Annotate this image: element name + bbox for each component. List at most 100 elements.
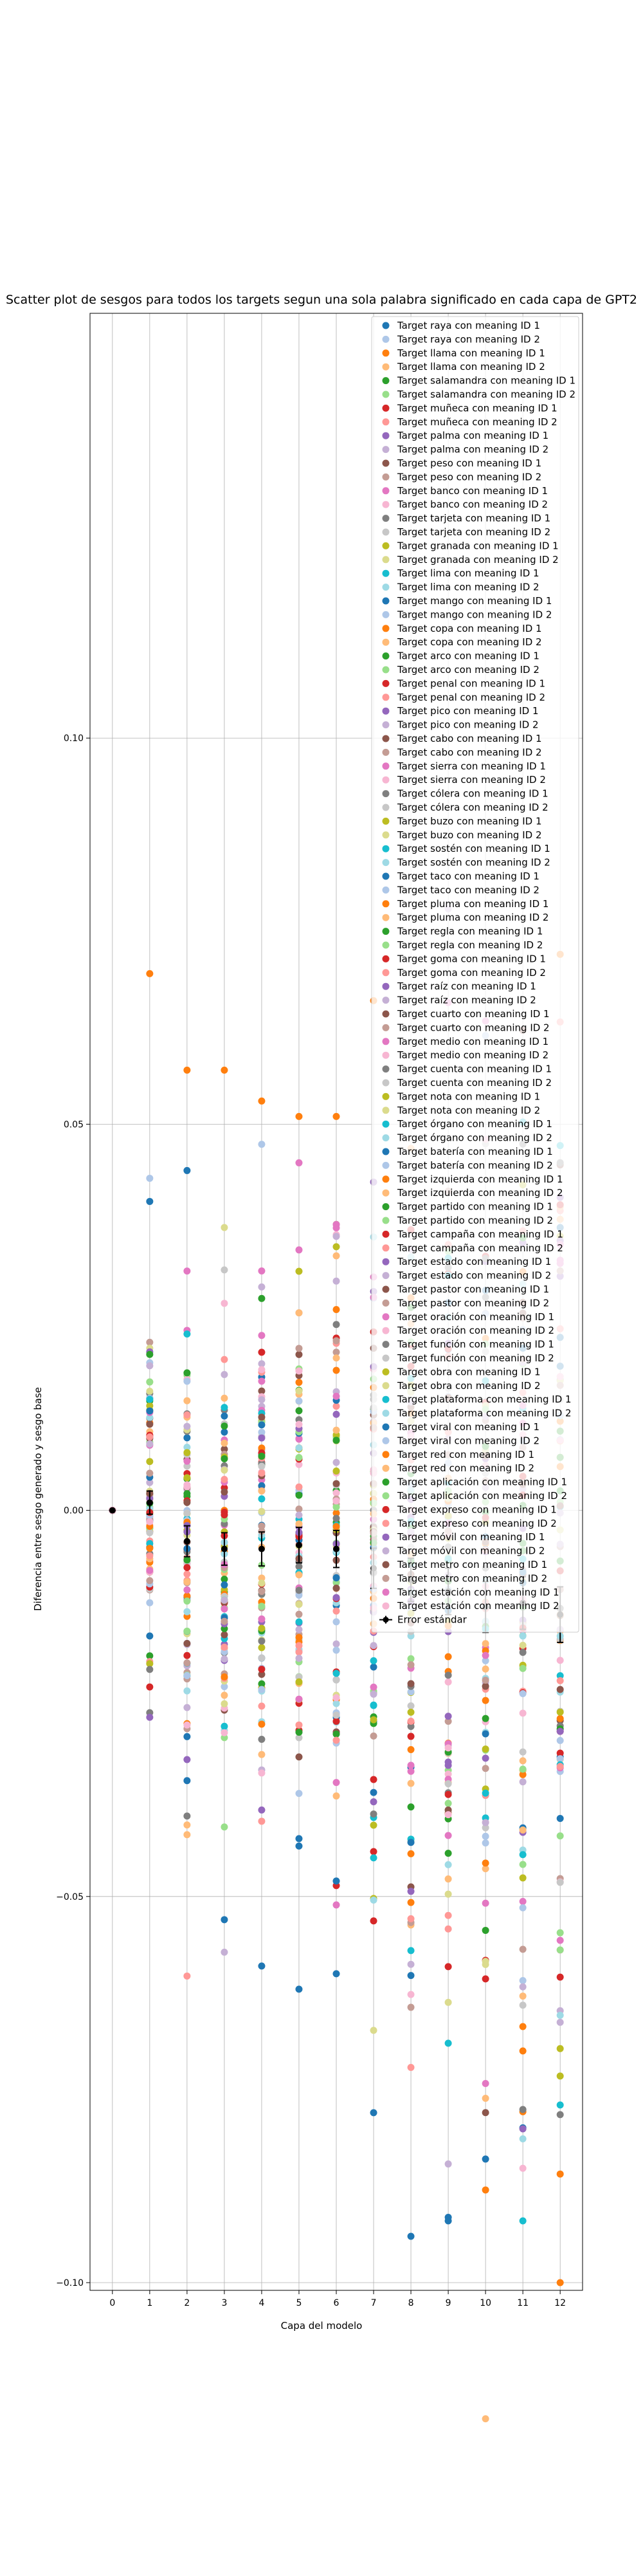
target-point [221,1511,228,1519]
target-point [444,1861,452,1868]
target-point [332,1437,340,1444]
outlier-point [556,2279,564,2286]
target-point [221,1631,228,1639]
legend-item: Target nota con meaning ID 1 [382,1090,540,1102]
target-point [556,1929,564,1937]
legend-item: Target estación con meaning ID 2 [382,1600,559,1612]
target-point [258,1735,266,1743]
target-point [258,1603,266,1610]
legend-item: Target sostén con meaning ID 2 [382,857,550,869]
outlier-point [332,1112,340,1120]
target-point [258,1671,266,1679]
target-point [482,1730,489,1738]
target-point [519,1648,527,1656]
target-point [258,1720,266,1728]
target-point [258,1769,266,1777]
target-point [332,1579,340,1587]
legend-box [371,316,579,1633]
target-point [146,1440,154,1448]
target-point [258,1624,266,1632]
target-point [444,1713,452,1720]
target-point [332,1640,340,1648]
target-point [146,1402,154,1410]
x-tick-label: 4 [258,2298,264,2308]
legend-marker [382,322,390,329]
legend-marker [382,556,390,564]
outlier-point [519,2047,527,2055]
legend-label: Target oración con meaning ID 1 [397,1311,554,1323]
legend-marker [382,914,390,921]
legend-item: Target plataforma con meaning ID 2 [382,1408,572,1419]
legend-item: Target lima con meaning ID 1 [382,567,539,579]
legend-item: Target batería con meaning ID 1 [382,1146,553,1157]
outlier-point [370,1854,377,1862]
legend-item: Target arco con meaning ID 1 [382,650,539,662]
target-point [295,1753,303,1761]
target-point [258,1462,266,1470]
legend-label: Target penal con meaning ID 1 [397,677,545,689]
outlier-point [295,1112,303,1120]
legend-item: Target tarjeta con meaning ID 2 [382,526,550,538]
target-point [295,1345,303,1352]
legend-item: Target obra con meaning ID 2 [382,1380,541,1392]
x-tick-label: 10 [480,2298,491,2308]
outlier-point [221,1066,228,1074]
target-point [332,1306,340,1314]
legend-label: Target medio con meaning ID 2 [397,1049,548,1061]
legend-label: Target metro con meaning ID 1 [397,1559,547,1570]
target-point [556,1736,564,1744]
target-point [295,1435,303,1443]
legend-marker [382,900,390,908]
target-point [444,1850,452,1857]
target-point [556,1727,564,1735]
target-point [482,1789,489,1797]
legend-label: Target tarjeta con meaning ID 1 [397,513,550,524]
target-point [556,1677,564,1684]
legend-item: Target peso con meaning ID 1 [382,457,541,469]
target-point [332,1594,340,1601]
legend-marker [382,1285,390,1293]
legend-label: Target lima con meaning ID 1 [397,567,539,579]
target-point [295,1678,303,1686]
legend-item: Target izquierda con meaning ID 1 [382,1173,563,1185]
target-point [295,1626,303,1633]
target-point [258,1421,266,1429]
legend-label: Target copa con meaning ID 1 [397,623,542,634]
target-point [332,1480,340,1487]
target-point [332,1523,340,1531]
target-point [370,1896,377,1904]
legend-label: Target órgano con meaning ID 1 [397,1118,552,1130]
legend-item: Target móvil con meaning ID 1 [382,1531,545,1543]
target-point [146,1458,154,1466]
target-point [258,1360,266,1368]
target-point [183,1597,191,1605]
target-point [407,1899,415,1906]
target-point [183,1564,191,1572]
target-point [519,1898,527,1906]
legend-label: Target arco con meaning ID 2 [397,664,539,676]
outlier-point [221,1916,228,1924]
target-point [370,1663,377,1671]
legend-marker [382,418,390,426]
target-point [146,1478,154,1486]
target-point [221,1394,228,1402]
legend-label: Target cólera con meaning ID 2 [397,802,548,813]
legend-marker [382,1451,390,1458]
target-point [370,1716,377,1724]
legend-label: Target banco con meaning ID 1 [397,485,548,497]
target-point [519,1771,527,1778]
target-point [370,1798,377,1806]
legend-item: Target raya con meaning ID 1 [382,320,540,331]
target-point [556,1832,564,1840]
target-point [444,1671,452,1679]
legend-label: Target función con meaning ID 1 [397,1339,554,1350]
legend-item: Target campaña con meaning ID 1 [382,1228,563,1240]
target-point [444,1771,452,1778]
legend-marker [382,1395,390,1403]
target-point [258,1751,266,1758]
target-point [407,1717,415,1725]
target-point [332,1711,340,1719]
legend-marker [382,679,390,687]
x-tick-label: 3 [221,2298,227,2308]
target-point [332,1584,340,1592]
